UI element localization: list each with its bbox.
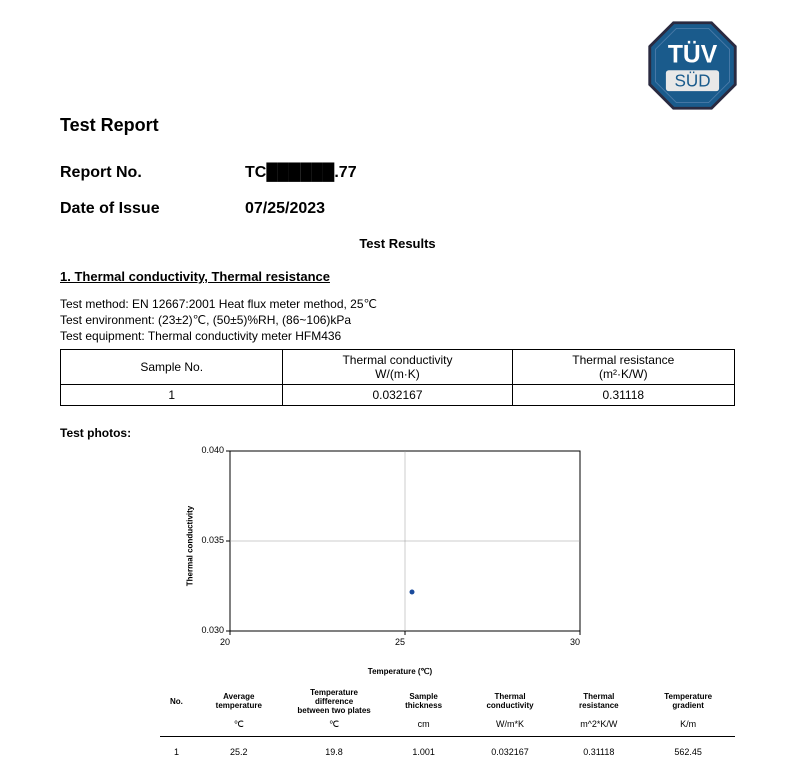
col-sample-no: Sample No. bbox=[61, 349, 283, 384]
test-environment: Test environment: (23±2)℃, (50±5)%RH, (8… bbox=[60, 312, 735, 328]
summary-col-unit: K/m bbox=[641, 717, 735, 737]
date-row: Date of Issue 07/25/2023 bbox=[60, 200, 735, 218]
summary-col-header: Temperature differencebetween two plates bbox=[285, 686, 384, 717]
chart-y-axis-label: Thermal conductivity bbox=[186, 505, 195, 585]
report-no-row: Report No. TC██████.77 bbox=[60, 164, 735, 182]
col-thermal-resistance: Thermal resistance(m²·K/W) bbox=[512, 349, 734, 384]
chart-svg bbox=[210, 446, 590, 646]
y-tick-label: 0.030 bbox=[201, 625, 224, 635]
summary-col-unit: m^2*K/W bbox=[556, 717, 641, 737]
section-heading: 1. Thermal conductivity, Thermal resista… bbox=[60, 269, 735, 284]
summary-cell: 19.8 bbox=[285, 736, 384, 759]
summary-col-unit: cm bbox=[383, 717, 463, 737]
chart-x-axis-label: Temperature (℃) bbox=[368, 667, 432, 676]
summary-cell: 0.31118 bbox=[556, 736, 641, 759]
tuv-sud-logo: TÜV SÜD bbox=[645, 18, 740, 113]
report-no-label: Report No. bbox=[60, 164, 245, 182]
summary-col-header: Thermal resistance bbox=[556, 686, 641, 717]
summary-col-header: Sample thickness bbox=[383, 686, 463, 717]
test-equipment: Test equipment: Thermal conductivity met… bbox=[60, 328, 735, 344]
cell-tc: 0.032167 bbox=[283, 384, 512, 405]
summary-col-unit: W/m*K bbox=[464, 717, 557, 737]
summary-col-header: Temperature gradient bbox=[641, 686, 735, 717]
summary-cell: 1 bbox=[160, 736, 193, 759]
y-tick-label: 0.035 bbox=[201, 535, 224, 545]
summary-col-unit: ℃ bbox=[285, 717, 384, 737]
summary-col-header: No. bbox=[160, 686, 193, 717]
date-value: 07/25/2023 bbox=[245, 200, 325, 218]
summary-col-unit bbox=[160, 717, 193, 737]
page-title: Test Report bbox=[60, 115, 735, 136]
summary-col-header: Thermal conductivity bbox=[464, 686, 557, 717]
summary-cell: 25.2 bbox=[193, 736, 285, 759]
report-no-value: TC██████.77 bbox=[245, 164, 357, 182]
summary-cell: 0.032167 bbox=[464, 736, 557, 759]
date-label: Date of Issue bbox=[60, 200, 245, 218]
results-heading: Test Results bbox=[60, 236, 735, 251]
test-info: Test method: EN 12667:2001 Heat flux met… bbox=[60, 296, 735, 345]
summary-col-unit: ℃ bbox=[193, 717, 285, 737]
svg-text:SÜD: SÜD bbox=[674, 71, 710, 90]
summary-cell: 1.001 bbox=[383, 736, 463, 759]
col-thermal-conductivity: Thermal conductivityW/(m·K) bbox=[283, 349, 512, 384]
svg-text:TÜV: TÜV bbox=[668, 42, 718, 69]
results-table: Sample No. Thermal conductivityW/(m·K) T… bbox=[60, 349, 735, 406]
y-tick-label: 0.040 bbox=[201, 445, 224, 455]
summary-col-header: Average temperature bbox=[193, 686, 285, 717]
photos-label: Test photos: bbox=[60, 426, 735, 440]
x-tick-label: 25 bbox=[395, 637, 405, 647]
table-row: 1 0.032167 0.31118 bbox=[61, 384, 735, 405]
chart: Thermal conductivity Temperature (℃) 202… bbox=[210, 446, 590, 646]
test-method: Test method: EN 12667:2001 Heat flux met… bbox=[60, 296, 735, 312]
cell-tr: 0.31118 bbox=[512, 384, 734, 405]
x-tick-label: 20 bbox=[220, 637, 230, 647]
cell-sample-no: 1 bbox=[61, 384, 283, 405]
x-tick-label: 30 bbox=[570, 637, 580, 647]
summary-table: No.Average temperatureTemperature differ… bbox=[160, 686, 735, 759]
summary-cell: 562.45 bbox=[641, 736, 735, 759]
